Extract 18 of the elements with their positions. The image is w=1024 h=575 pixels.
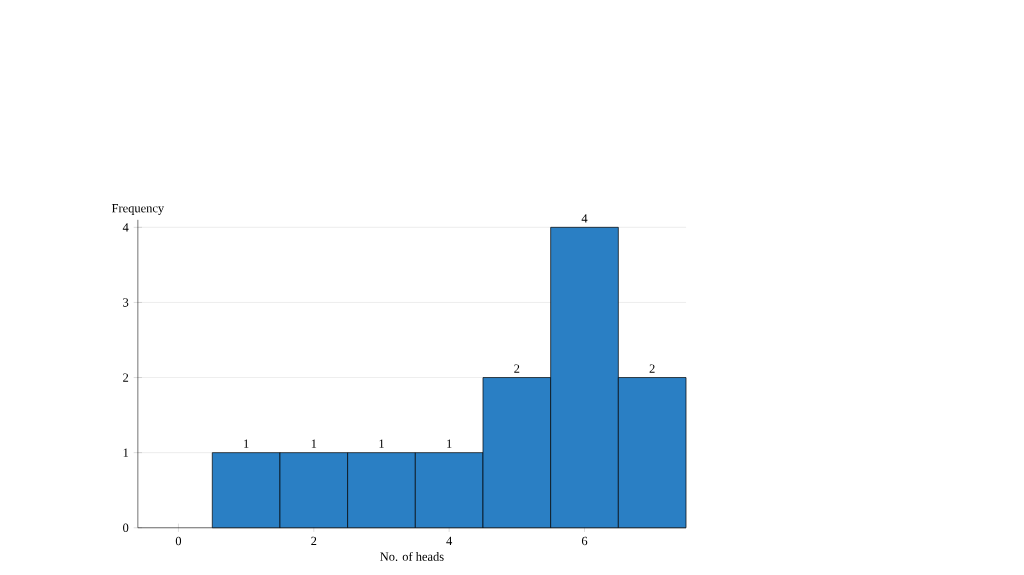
y-axis-title: Frequency [111,204,165,215]
data-label: 4 [581,214,588,223]
y-tick-label: 4 [122,223,129,232]
y-tick-label: 1 [123,448,129,457]
y-tick-label: 0 [123,523,129,532]
x-tick-label: 2 [311,536,317,546]
x-tick-label: 0 [175,536,182,546]
data-label: 1 [379,439,384,448]
x-tick-label: 4 [446,536,453,545]
y-tick-label: 2 [123,373,129,382]
data-label: 1 [244,439,249,448]
data-label: 2 [649,364,655,373]
data-label: 2 [514,364,520,373]
x-axis-title: No. of heads [380,551,444,561]
data-label: 1 [311,439,317,448]
y-tick-label: 3 [123,298,129,307]
x-tick-label: 6 [581,536,588,546]
data-label: 1 [447,439,452,448]
